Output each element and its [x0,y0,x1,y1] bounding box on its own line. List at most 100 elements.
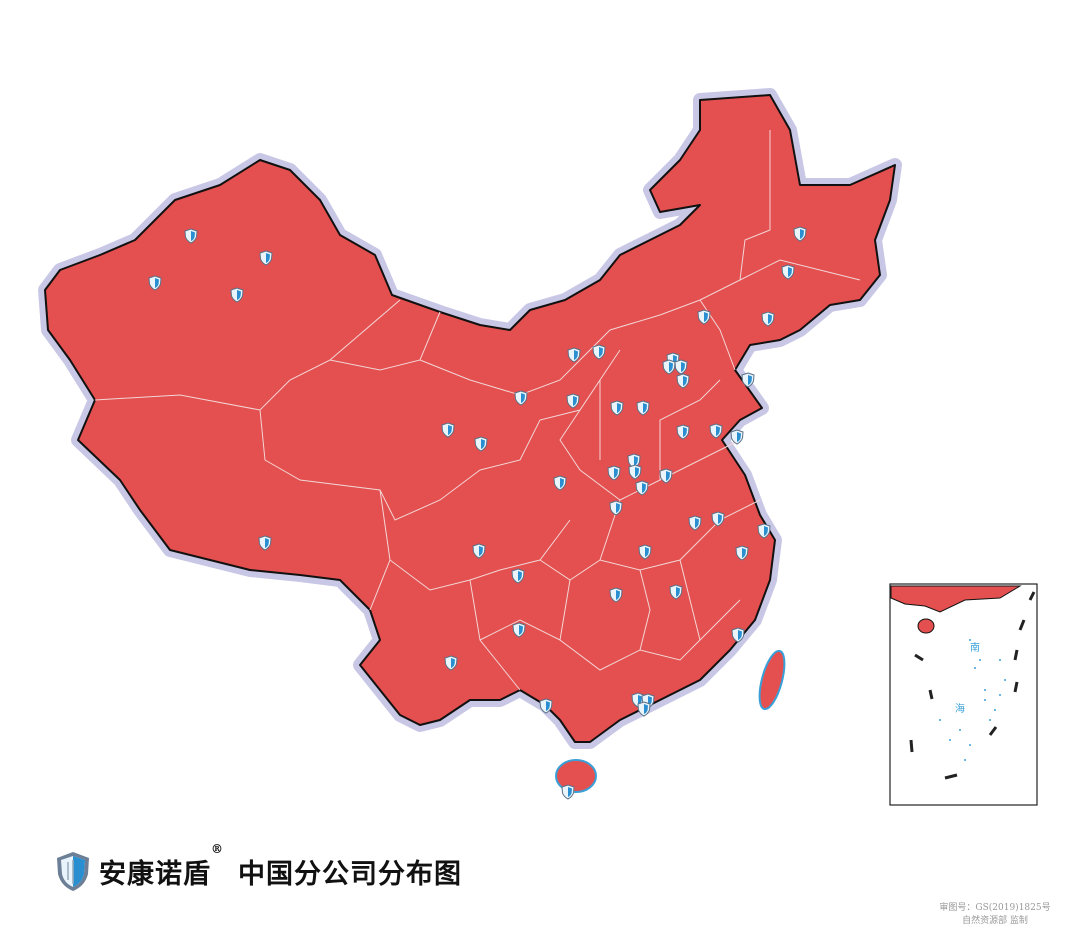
shield-marker-icon [674,359,688,375]
province-border [479,349,621,471]
marker-shield-half [481,439,485,449]
map-supervisor: 自然资源部 监制 [962,916,1028,926]
marker-shield-half [788,267,792,277]
shield-marker-icon [539,698,553,714]
shield-marker-icon [259,250,273,266]
marker-shield-half [666,471,670,481]
shield-marker-icon [472,543,486,559]
shield-marker-icon [567,347,581,363]
province-border [679,559,701,641]
shield-marker-icon [230,287,244,303]
marker-shield-half [683,427,687,437]
shield-marker-icon [474,436,488,452]
marker-shield-half [519,625,523,635]
shield-marker-icon [258,535,272,551]
marker-shield-half [669,362,673,372]
marker-shield-half [644,704,648,714]
shield-marker-icon [184,228,198,244]
marker-shield-half [738,630,742,640]
shield-marker-icon [637,701,651,717]
marker-shield-half [676,587,680,597]
marker-shield-half [479,546,483,556]
marker-shield-half [642,483,646,493]
shield-marker-icon [636,400,650,416]
marker-shield-half [768,314,772,324]
marker-shield-half [518,571,522,581]
shield-marker-icon [761,311,775,327]
inset-label-south: 南 [970,641,980,654]
island-dot [974,667,976,669]
marker-shield-half [681,362,685,372]
marker-shield-half [716,426,720,436]
shield-marker-icon [514,390,528,406]
island-dot [959,729,961,731]
shield-marker-icon [793,226,807,242]
shield-marker-icon [741,372,755,388]
marker-shield-half [155,278,159,288]
marker-shield-half [737,432,741,442]
map-subtitle: 中国分公司分布图 [238,858,462,890]
marker-shield-half [683,376,687,386]
island-dot [964,759,966,761]
shield-marker-icon [781,264,795,280]
province-border [329,299,401,361]
marker-shield-half [748,375,752,385]
marker-shield-half [521,393,525,403]
marker-shield-half [616,503,620,513]
island-dot [994,709,996,711]
marker-shield-half [546,701,550,711]
island-dot [969,639,971,641]
shield-marker-icon [553,475,567,491]
shield-marker-icon [561,784,575,800]
shield-marker-icon [609,500,623,516]
province-border [699,299,736,371]
shield-marker-icon [441,422,455,438]
shield-marker-icon [709,423,723,439]
province-border [389,519,571,591]
province-border [419,259,861,396]
marker-shield-half [568,787,572,797]
marker-shield-half [560,478,564,488]
island-dot [984,689,986,691]
marker-shield-half [645,547,649,557]
marker-shield-half [599,347,603,357]
province-borders [94,130,861,691]
map-title: 安康诺盾® 中国分公司分布图 [55,841,462,892]
marker-shield-half [266,253,270,263]
marker-shield-half [574,350,578,360]
marker-shield-half [800,229,804,239]
marker-shield-half [704,312,708,322]
marker-shield-half [265,538,269,548]
marker-shield-half [191,231,195,241]
marker-shield-half [448,425,452,435]
marker-shield-half [237,290,241,300]
island-dot [999,694,1001,696]
shield-marker-icon [638,544,652,560]
island-dot [1004,679,1006,681]
marker-shield-half [695,518,699,528]
inset-label-sea: 海 [955,702,965,715]
shield-marker-icon [662,359,676,375]
island-dot [979,659,981,661]
hainan-island [555,759,597,793]
marker-shield-half [616,590,620,600]
shield-marker-icon [711,511,725,527]
marker-shield-half [617,403,621,413]
islands [555,649,786,793]
shield-marker-icon [607,465,621,481]
brand-name: 安康诺盾® [99,841,224,890]
island-dot [949,739,951,741]
shield-marker-icon [512,622,526,638]
marker-shield-half [451,658,455,668]
shield-marker-icon [669,584,683,600]
province-border [659,379,721,480]
shield-marker-icon [688,515,702,531]
shield-marker-icon [609,587,623,603]
province-border [639,569,651,651]
shield-marker-icon [592,344,606,360]
marker-shield-half [638,695,642,705]
shield-marker-icon [635,480,649,496]
south-china-sea-inset: 南 海 [889,583,1038,806]
province-border [479,619,561,641]
